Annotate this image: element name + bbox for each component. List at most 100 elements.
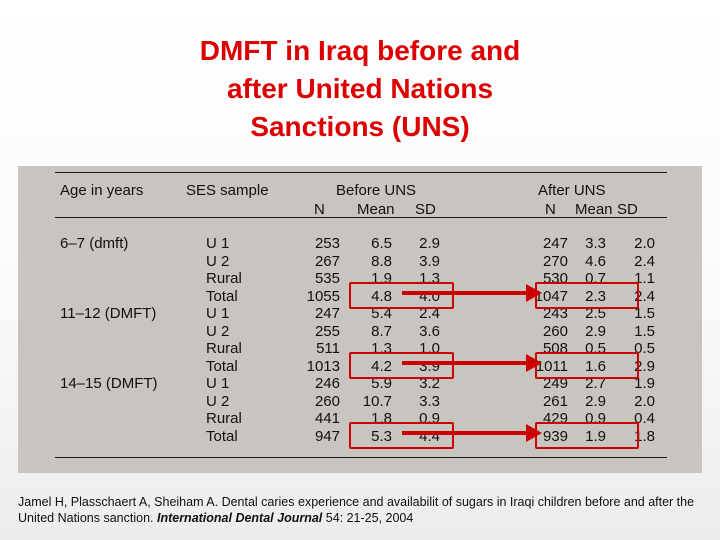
cell-before-n: 1055 — [306, 287, 340, 305]
cell-ses: U 2 — [206, 252, 230, 270]
highlight-box-before-6-7 — [349, 282, 454, 309]
cell-after-sd: 0.5 — [634, 340, 655, 357]
cell-before-sd: 3.9 — [419, 252, 440, 270]
cell-before-sd: 2.4 — [419, 305, 440, 322]
header-after-mean: Mean — [575, 201, 613, 218]
cell-before-n: 441 — [314, 410, 340, 427]
cell-before-mean: 8.8 — [371, 252, 392, 270]
table-row: 11–12 (DMFT) U 1 247 5.4 2.4 243 2.5 1.5 — [18, 305, 702, 323]
cell-before-mean: 5.3 — [371, 427, 392, 445]
header-before-n: N — [314, 201, 325, 218]
cell-after-mean: 2.7 — [585, 375, 606, 392]
header-after-sd: SD — [617, 201, 638, 218]
cell-age: 14–15 (DMFT) — [60, 375, 158, 392]
cell-before-mean: 6.5 — [371, 235, 392, 252]
cell-after-sd: 1.5 — [634, 322, 655, 340]
citation-volume: 54: 21-25, 2004 — [322, 511, 414, 525]
cell-ses: Total — [206, 287, 238, 305]
cell-after-sd: 1.1 — [634, 270, 655, 287]
table-row: U 2 267 8.8 3.9 270 4.6 2.4 — [18, 253, 702, 271]
cell-after-mean: 4.6 — [585, 252, 606, 270]
cell-after-n: 1047 — [534, 287, 568, 305]
header-ses: SES sample — [186, 182, 269, 199]
header-age: Age in years — [60, 182, 144, 199]
table-header-rule — [55, 217, 667, 218]
citation-journal: International Dental Journal — [156, 511, 323, 525]
cell-after-n: 260 — [542, 322, 568, 340]
cell-after-mean: 2.9 — [585, 392, 606, 410]
cell-after-n: 1011 — [535, 357, 568, 375]
cell-before-n: 246 — [314, 375, 340, 392]
cell-ses: U 2 — [206, 322, 230, 340]
highlight-box-before-14-15 — [349, 422, 454, 449]
cell-after-sd: 2.9 — [634, 357, 655, 375]
cell-after-sd: 2.0 — [634, 392, 655, 410]
cell-after-mean: 2.9 — [585, 322, 606, 340]
cell-before-n: 267 — [314, 252, 340, 270]
cell-after-n: 939 — [542, 427, 568, 445]
cell-after-mean: 1.9 — [585, 427, 606, 445]
cell-ses: U 1 — [206, 235, 230, 252]
cell-before-n: 535 — [314, 270, 340, 287]
cell-before-mean: 4.2 — [371, 357, 392, 375]
cell-before-n: 260 — [314, 392, 340, 410]
slide-title: DMFT in Iraq before and after United Nat… — [0, 32, 720, 146]
cell-before-mean: 5.9 — [371, 375, 392, 392]
cell-before-n: 947 — [314, 427, 340, 445]
cell-ses: Rural — [206, 340, 242, 357]
header-before: Before UNS — [336, 182, 417, 199]
cell-after-sd: 2.4 — [634, 287, 655, 305]
cell-after-sd: 1.9 — [634, 375, 655, 392]
cell-ses: Rural — [206, 410, 242, 427]
arrow-11-12 — [402, 354, 542, 372]
table-row: Total 1013 4.2 3.9 1011 1.6 2.9 — [18, 358, 702, 376]
cell-before-mean: 8.7 — [371, 322, 392, 340]
cell-before-mean: 4.8 — [371, 287, 392, 305]
arrow-14-15 — [402, 424, 542, 442]
table-bottom-rule — [55, 457, 667, 458]
highlight-box-after-6-7 — [535, 282, 639, 309]
cell-before-n: 255 — [314, 322, 340, 340]
cell-before-n: 253 — [314, 235, 340, 252]
table-row: Total 1055 4.8 4.0 1047 2.3 2.4 — [18, 288, 702, 306]
cell-before-sd: 2.9 — [419, 235, 440, 252]
cell-after-mean: 2.3 — [585, 287, 606, 305]
cell-before-sd: 3.3 — [419, 392, 440, 410]
cell-after-sd: 0.4 — [634, 410, 655, 427]
cell-before-sd: 3.2 — [419, 375, 440, 392]
title-line-2: after United Nations — [226, 73, 494, 104]
table-row: 14–15 (DMFT) U 1 246 5.9 3.2 249 2.7 1.9 — [18, 375, 702, 393]
cell-after-n: 270 — [542, 252, 568, 270]
highlight-box-after-14-15 — [535, 422, 639, 449]
cell-ses: Total — [206, 357, 238, 375]
citation-authors-title: Jamel H, Plasschaert A, Sheiham A. Denta… — [18, 495, 695, 525]
cell-ses: Total — [206, 427, 238, 445]
cell-before-n: 247 — [314, 305, 340, 322]
table-row: Total 947 5.3 4.4 939 1.9 1.8 — [18, 428, 702, 446]
cell-before-sd: 3.6 — [419, 322, 440, 340]
cell-after-sd: 2.0 — [634, 235, 655, 252]
highlight-box-after-11-12 — [535, 352, 639, 379]
cell-after-n: 249 — [542, 375, 568, 392]
scanned-table-image: Age in years SES sample Before UNS After… — [18, 166, 702, 473]
header-before-mean: Mean — [357, 201, 395, 218]
title-line-1: DMFT in Iraq before and — [199, 35, 521, 66]
cell-before-n: 511 — [316, 340, 340, 357]
citation: Jamel H, Plasschaert A, Sheiham A. Denta… — [18, 494, 708, 526]
cell-after-sd: 1.8 — [634, 427, 655, 445]
cell-ses: Rural — [206, 270, 242, 287]
title-line-3: Sanctions (UNS) — [250, 111, 470, 142]
cell-after-n: 261 — [542, 392, 568, 410]
cell-after-sd: 2.4 — [634, 252, 655, 270]
header-before-sd: SD — [415, 201, 436, 218]
cell-ses: U 1 — [206, 375, 230, 392]
cell-after-n: 243 — [542, 305, 568, 322]
table-row: 6–7 (dmft) U 1 253 6.5 2.9 247 3.3 2.0 — [18, 235, 702, 253]
cell-before-n: 1013 — [306, 357, 340, 375]
cell-after-mean: 3.3 — [585, 235, 606, 252]
header-after: After UNS — [538, 182, 606, 199]
table-row: U 2 260 10.7 3.3 261 2.9 2.0 — [18, 393, 702, 411]
highlight-box-before-11-12 — [349, 352, 454, 379]
table-top-rule — [55, 172, 667, 173]
cell-before-mean: 10.7 — [362, 392, 392, 410]
